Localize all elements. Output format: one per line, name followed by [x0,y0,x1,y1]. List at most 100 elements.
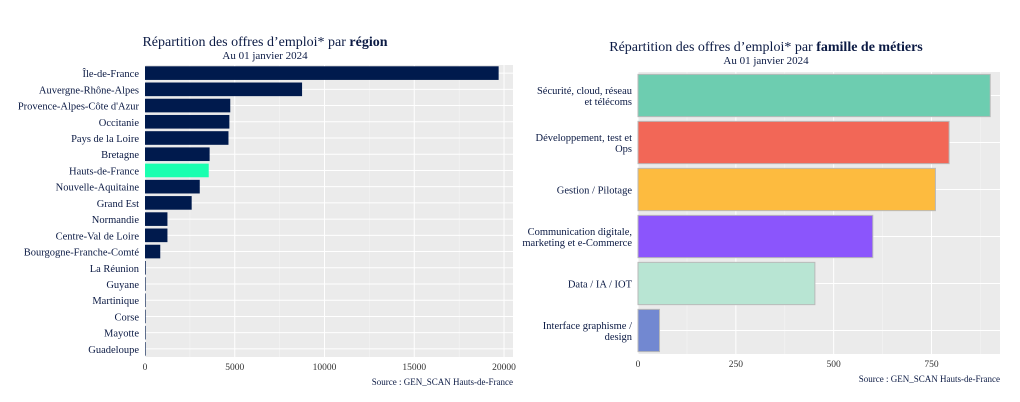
bar [145,131,229,145]
category-label-line: Normandie [92,215,140,226]
bar [145,260,146,275]
bar [145,342,146,356]
category-label-line: Centre-Val de Loire [56,231,140,242]
category-label: Mayotte [104,329,139,340]
category-label-line: Mayotte [104,329,139,340]
category-label-line: Provence-Alpes-Côte d'Azur [18,102,140,113]
category-label-line: La Réunion [90,264,140,275]
bar [145,244,161,259]
category-label-line: Communication digitale, [528,227,632,238]
chart-source: Source : GEN_SCAN Hauts-de-France [859,374,1000,384]
chart-title: Répartition des offres d’emploi* par rég… [142,35,387,50]
chart-title-bold: famille de métiers [816,40,923,55]
chart-title-bold: région [349,35,387,50]
category-label: Guyane [106,280,139,291]
category-label: Hauts-de-France [69,166,139,177]
category-label: Normandie [92,215,140,226]
x-tick-label: 500 [827,360,842,370]
bar [145,66,499,80]
category-label-line: Guyane [106,280,139,291]
chart-subtitle: Au 01 janvier 2024 [723,55,809,67]
category-label-line: Gestion / Pilotage [557,186,633,197]
bar [145,277,146,291]
category-label-line: Sécurité, cloud, réseau [537,86,633,97]
category-label: Île-de-France [82,68,139,80]
category-label: Communication digitale, marketing et e-Co… [522,227,632,249]
category-label: Guadeloupe [88,345,139,356]
category-label: Nouvelle-Aquitaine [56,183,140,194]
bar [145,179,200,194]
category-label: Auvergne-Rhône-Alpes [39,85,139,96]
bar [637,73,991,118]
x-tick-label: 5000 [225,363,244,373]
bar [145,325,146,340]
category-label: Bourgogne-Franche-Comté [24,248,140,259]
chart-subtitle: Au 01 janvier 2024 [222,50,308,62]
bar [637,261,816,306]
region-chart: 0 5000 10000 15000 20000 Île-de-France Auvergn… [18,35,516,387]
category-label: Gestion / Pilotage [557,186,633,197]
category-label-line: Développement, test et [535,133,632,144]
chart-title: Répartition des offres d’emploi* par fam… [609,40,923,55]
bar [637,308,661,353]
job-family-chart: 0 250 500 750 Sécurité, cloud, réseau et télé… [522,40,1000,384]
category-label-line: Interface graphisme / [543,321,632,332]
category-label: Centre-Val de Loire [56,231,140,242]
category-label-line: Pays de la Loire [71,134,139,145]
category-label-line: Hauts-de-France [69,166,139,177]
category-label-line: et télécoms [584,97,632,108]
category-label-line: Bourgogne-Franche-Comté [24,248,140,259]
bar [145,147,210,162]
category-label-line: Martinique [92,296,139,307]
chart-source: Source : GEN_SCAN Hauts-de-France [372,377,513,387]
category-label-line: Guadeloupe [88,345,139,356]
plot-panel [145,65,513,357]
x-tick-label: 0 [636,360,641,370]
category-label-line: Nouvelle-Aquitaine [56,183,140,194]
category-label: La Réunion [90,264,140,275]
category-label: Bretagne [101,150,139,161]
category-label: Data / IA / IOT [568,280,633,291]
category-label: Grand Est [97,199,139,210]
category-label-line: Île-de-France [82,68,139,80]
category-label-line: marketing et e-Commerce [522,238,632,249]
plot-panel [638,72,1000,354]
category-label: Développement, test et Ops [535,133,632,155]
category-label: Interface graphisme / design [543,321,633,343]
category-label: Martinique [92,296,139,307]
category-label: Pays de la Loire [71,134,139,145]
bar [145,98,231,113]
bar [637,214,874,259]
x-tick-label: 750 [924,360,939,370]
x-tick-label: 0 [143,363,148,373]
bar [145,228,168,243]
category-label-line: Data / IA / IOT [568,280,633,291]
category-label-line: Ops [615,144,632,155]
category-label: Provence-Alpes-Côte d'Azur [18,102,140,113]
bar [145,212,168,226]
bar [145,196,192,210]
bar [145,309,146,324]
category-label-line: Grand Est [97,199,139,210]
x-tick-label: 15000 [402,363,426,373]
bar [145,163,209,178]
bar [145,114,230,129]
chart-title-text: Répartition des offres d’emploi* par [142,35,349,50]
category-label-line: Occitanie [99,118,140,129]
x-tick-label: 20000 [492,363,516,373]
chart-title-text: Répartition des offres d’emploi* par [609,40,816,55]
category-label: Occitanie [99,118,140,129]
category-label-line: Bretagne [101,150,139,161]
category-label-line: Corse [115,312,140,323]
x-tick-label: 250 [729,360,744,370]
bar [637,120,950,165]
category-label-line: design [605,332,633,343]
bar [145,82,303,97]
category-label: Corse [115,312,140,323]
x-tick-label: 10000 [313,363,337,373]
category-label-line: Auvergne-Rhône-Alpes [39,85,139,96]
category-label: Sécurité, cloud, réseau et télécoms [537,86,633,108]
bar [637,167,936,212]
bar [145,293,146,308]
